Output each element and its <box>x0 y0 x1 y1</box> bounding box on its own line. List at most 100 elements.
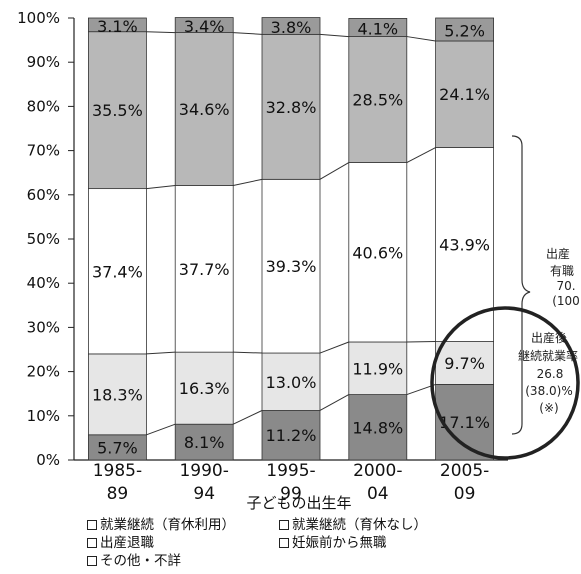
x-tick-label: 94 <box>193 484 215 504</box>
bar-segment <box>261 410 321 461</box>
value-label: 28.5% <box>352 91 403 110</box>
value-label: 5.7% <box>97 438 138 457</box>
value-label: 32.8% <box>266 98 317 117</box>
circle-note: (38.0)% <box>525 384 572 398</box>
legend-swatch <box>279 538 289 548</box>
y-tick-label: 20% <box>27 363 60 381</box>
x-tick-label: 1995- <box>266 461 315 481</box>
value-label: 4.1% <box>357 20 398 39</box>
legend-label: 出産退職 <box>100 535 154 551</box>
y-tick-label: 0% <box>36 451 60 469</box>
y-tick-label: 10% <box>27 407 60 425</box>
x-tick-label: 2000- <box>353 461 402 481</box>
brace-note: 有職 <box>550 264 574 278</box>
connector-line <box>233 178 263 187</box>
connector-line <box>406 36 436 42</box>
y-tick-label: 70% <box>27 142 60 160</box>
bar-segment <box>261 17 321 35</box>
x-tick-label: 09 <box>454 484 476 504</box>
bar-segment <box>261 33 321 180</box>
legend-label: 就業継続（育休利用） <box>100 517 235 533</box>
bar-segment <box>435 17 495 42</box>
legend-row: 出産退職 妊娠前から無職 <box>87 534 487 552</box>
value-label: 5.2% <box>444 21 485 40</box>
legend-swatch <box>279 520 289 530</box>
value-label: 3.8% <box>271 18 312 37</box>
value-label: 13.0% <box>266 373 317 392</box>
legend-label: その他・不詳 <box>100 553 181 569</box>
bar-segment <box>348 18 408 37</box>
highlight-circle <box>430 306 580 460</box>
y-tick-label: 40% <box>27 274 60 292</box>
right-brace <box>511 135 531 435</box>
connector-line <box>233 351 263 354</box>
connector-line <box>146 351 176 355</box>
connector-line <box>319 33 349 38</box>
brace-note: 出産 <box>546 246 570 261</box>
x-tick-label: 99 <box>280 484 302 504</box>
legend-item: 就業継続（育休なし） <box>279 516 427 534</box>
bar-segment <box>261 178 321 354</box>
circle-note: (※) <box>539 401 558 415</box>
y-tick-label: 30% <box>27 318 60 336</box>
value-label: 11.2% <box>266 426 317 445</box>
circle-note: 継続就業率 <box>518 348 578 363</box>
bar-segment <box>88 353 147 436</box>
legend-item: その他・不詳 <box>87 552 279 570</box>
bar-segment <box>174 32 234 186</box>
bar-segment <box>174 351 234 425</box>
value-label: 8.1% <box>184 433 225 452</box>
connector-line <box>146 423 176 436</box>
value-label: 18.3% <box>92 385 143 404</box>
value-label: 9.7% <box>444 354 485 373</box>
circle-note: 出産後 <box>531 330 567 345</box>
value-label: 39.3% <box>266 257 317 276</box>
brace-note: 70. <box>556 279 575 293</box>
x-tick-label: 1990- <box>179 461 228 481</box>
bars <box>88 17 495 461</box>
legend: 就業継続（育休利用） 就業継続（育休なし） 出産退職 妊娠前から無職その他・不詳 <box>87 516 487 570</box>
connector-line <box>146 31 176 34</box>
x-tick-label: 1985- <box>93 461 142 481</box>
value-label: 40.6% <box>352 243 403 262</box>
value-label: 16.3% <box>179 379 230 398</box>
connector-line <box>232 410 263 425</box>
legend-item: 就業継続（育休利用） <box>87 516 279 534</box>
connector-line <box>406 147 436 163</box>
value-label: 37.4% <box>92 262 143 281</box>
bar-segment <box>435 40 495 148</box>
bar-segment <box>174 423 234 461</box>
connector-line <box>319 394 350 411</box>
value-label: 37.7% <box>179 260 230 279</box>
value-label: 11.9% <box>352 359 403 378</box>
bar-segment <box>261 352 321 411</box>
connector-lines <box>146 31 436 436</box>
value-label: 34.6% <box>179 100 230 119</box>
brace-note: (100 <box>552 294 580 308</box>
connector-line <box>319 162 350 180</box>
value-label: 24.1% <box>439 85 490 104</box>
legend-swatch <box>87 538 97 548</box>
x-tick-label: 04 <box>367 484 389 504</box>
y-tick-label: 50% <box>27 230 60 248</box>
bar-segment <box>174 185 234 353</box>
legend-item: 妊娠前から無職 <box>279 534 387 552</box>
legend-label: 妊娠前から無職 <box>292 535 387 551</box>
bar-segment <box>88 188 147 355</box>
legend-swatch <box>87 556 97 566</box>
legend-row: その他・不詳 <box>87 552 487 570</box>
x-tick-label: 2005- <box>440 461 489 481</box>
value-label: 35.5% <box>92 101 143 120</box>
bar-segment <box>348 162 408 343</box>
connector-line <box>233 32 263 35</box>
y-tick-label: 90% <box>27 53 60 71</box>
value-label: 3.1% <box>97 17 138 36</box>
bar-segment <box>88 17 147 33</box>
bar-segment <box>348 36 408 163</box>
x-axis: 1985- 89 1990- 94 1995- 99 2000- 04 2005- 09 子どもの出… <box>93 461 490 512</box>
bar-segment <box>348 394 408 461</box>
bar-segment <box>88 434 147 461</box>
value-label: 17.1% <box>439 413 490 432</box>
